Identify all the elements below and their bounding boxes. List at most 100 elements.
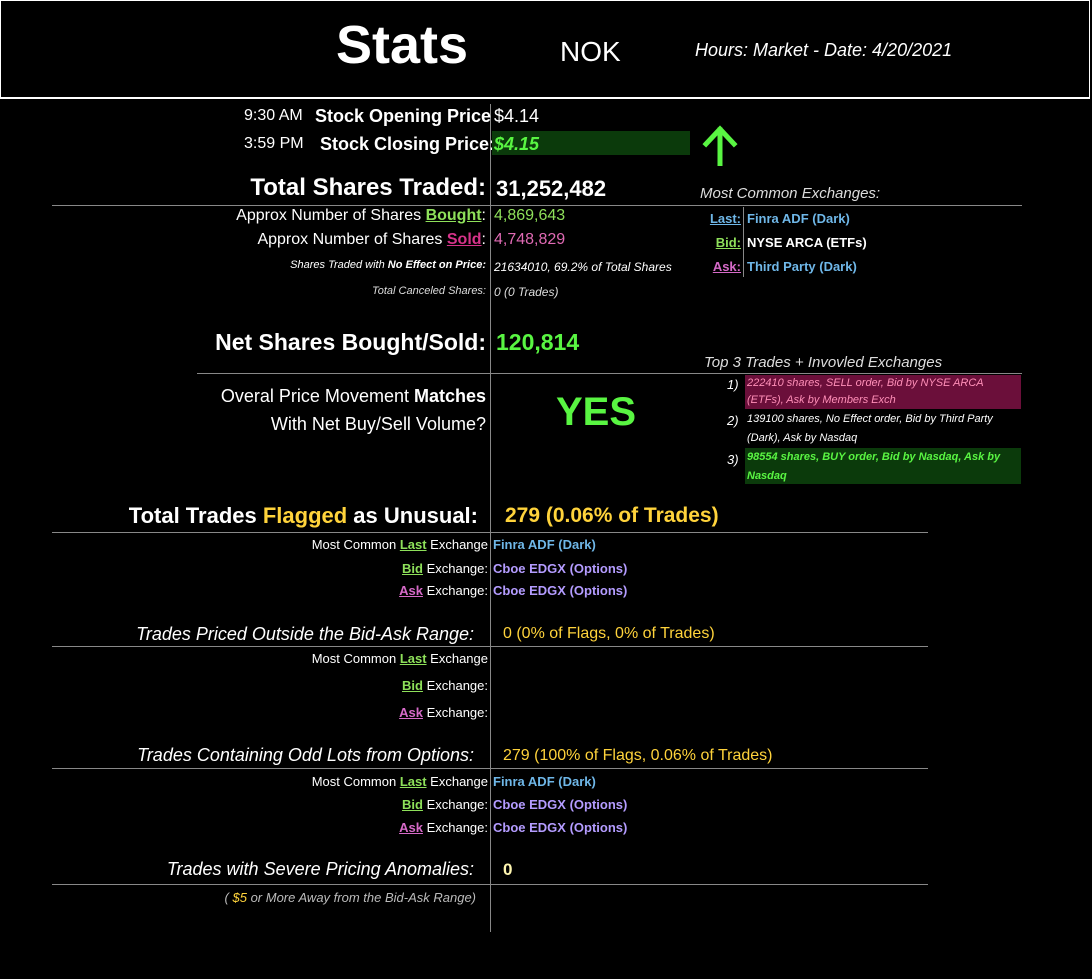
divider	[692, 205, 1022, 206]
ask-word: Ask	[399, 705, 423, 720]
severe-value: 0	[503, 860, 513, 879]
outside-bid-label: Bid Exchange:	[150, 678, 488, 693]
total-shares-value: 31,252,482	[496, 176, 607, 201]
ask-word: Ask	[399, 583, 423, 598]
movement-answer: YES	[556, 390, 637, 434]
movement-line-1a: Overal Price Movement	[220, 386, 414, 406]
last-word: Last	[399, 537, 427, 552]
flagged-ask-value: Cboe EDGX (Options)	[493, 583, 628, 598]
sold-prefix: Approx Number of Shares	[257, 231, 447, 248]
sold-value: 4,748,829	[494, 231, 566, 248]
last-suffix: Exchange	[426, 651, 488, 666]
odd-last-label: Most Common Last Exchange	[150, 774, 488, 789]
ask-suffix: Exchange:	[422, 820, 488, 835]
bought-prefix: Approx Number of Shares	[236, 207, 426, 224]
total-shares-label: Total Shares Traded:	[250, 174, 486, 201]
odd-bid-label: Bid Exchange:	[150, 797, 488, 812]
trade-2-text: 139100 shares, No Effect order, Bid by T…	[747, 413, 993, 444]
open-time: 9:30 AM	[244, 107, 303, 124]
sold-row-label: Approx Number of Shares Sold:	[257, 231, 486, 248]
noeffect-label-b: No Effect on Price:	[387, 259, 486, 271]
flagged-label-c: as Unusual:	[347, 503, 478, 528]
trade-1-text: 222410 shares, SELL order, Bid by NYSE A…	[745, 375, 1021, 409]
hours-date: Hours: Market - Date: 4/20/2021	[695, 40, 953, 60]
close-time: 3:59 PM	[244, 135, 304, 152]
close-label: Stock Closing Price:	[320, 134, 496, 154]
divider	[52, 646, 928, 647]
trade-1-num: 1)	[727, 377, 739, 392]
trade-2-num: 2)	[727, 413, 739, 428]
trade-3-text: 98554 shares, BUY order, Bid by Nasdaq, …	[745, 448, 1021, 484]
bought-value: 4,869,643	[494, 207, 566, 224]
ticker-symbol: NOK	[560, 36, 621, 67]
note-rest: or More Away from the Bid-Ask Range)	[246, 890, 476, 905]
outside-last-label: Most Common Last Exchange	[150, 651, 488, 666]
movement-line-1b: Matches	[413, 386, 486, 406]
open-value: $4.14	[494, 106, 540, 126]
last-suffix: Exchange	[426, 774, 488, 789]
bid-suffix: Exchange:	[422, 797, 488, 812]
canceled-value: 0 (0 Trades)	[494, 285, 559, 299]
odd-bid-value: Cboe EDGX (Options)	[493, 797, 628, 812]
bought-word: Bought	[425, 207, 482, 224]
odd-lots-value: 279 (100% of Flags, 0.06% of Trades)	[503, 747, 773, 764]
odd-lots-label: Trades Containing Odd Lots from Options:	[137, 745, 474, 765]
common-bid-label: Bid:	[715, 235, 741, 250]
sold-word: Sold	[446, 231, 482, 248]
odd-ask-label: Ask Exchange:	[150, 820, 488, 835]
bid-suffix: Exchange:	[422, 561, 488, 576]
flagged-last-label: Most Common Last Exchange	[150, 537, 488, 552]
trade-3-num: 3)	[727, 452, 739, 467]
outside-ask-label: Ask Exchange:	[150, 705, 488, 720]
exchanges-divider	[743, 207, 744, 277]
header-bar	[0, 0, 1090, 99]
note-amount: $5	[232, 890, 247, 905]
flagged-bid-label: Bid Exchange:	[150, 561, 488, 576]
last-prefix: Most Common	[311, 651, 400, 666]
bid-word: Bid	[402, 561, 423, 576]
up-arrow-icon	[702, 125, 738, 166]
bid-word: Bid	[402, 678, 423, 693]
flagged-value: 279 (0.06% of Trades)	[505, 504, 719, 527]
odd-ask-value: Cboe EDGX (Options)	[493, 820, 628, 835]
page-title: Stats	[336, 15, 469, 75]
flagged-ask-label: Ask Exchange:	[150, 583, 488, 598]
ask-suffix: Exchange:	[422, 583, 488, 598]
last-word: Last	[399, 651, 427, 666]
close-value-bg	[492, 131, 690, 155]
divider	[52, 205, 692, 206]
net-shares-value: 120,814	[496, 329, 580, 355]
severe-label: Trades with Severe Pricing Anomalies:	[166, 859, 474, 879]
canceled-label: Total Canceled Shares:	[372, 285, 486, 297]
divider	[52, 884, 928, 885]
common-exchanges-title: Most Common Exchanges:	[700, 185, 881, 202]
last-word: Last	[399, 774, 427, 789]
common-ask-value: Third Party (Dark)	[747, 259, 857, 274]
ask-word: Ask	[399, 820, 423, 835]
column-divider	[490, 104, 491, 932]
net-shares-label: Net Shares Bought/Sold:	[215, 329, 486, 355]
outside-range-value: 0 (0% of Flags, 0% of Trades)	[503, 625, 715, 642]
severe-note: ( $5 or More Away from the Bid-Ask Range…	[150, 890, 476, 905]
flagged-last-value: Finra ADF (Dark)	[493, 537, 596, 552]
last-prefix: Most Common	[311, 774, 400, 789]
bid-suffix: Exchange:	[422, 678, 488, 693]
flagged-label-b: Flagged	[262, 503, 348, 528]
last-prefix: Most Common	[311, 537, 400, 552]
noeffect-label: Shares Traded with No Effect on Price:	[150, 259, 486, 271]
ask-suffix: Exchange:	[422, 705, 488, 720]
open-label: Stock Opening Price	[315, 106, 492, 126]
common-ask-label: Ask:	[712, 259, 741, 274]
note-open: (	[224, 890, 233, 905]
bid-word: Bid	[402, 797, 423, 812]
noeffect-value: 21634010, 69.2% of Total Shares	[494, 260, 672, 274]
noeffect-label-a: Shares Traded with	[290, 259, 388, 271]
divider	[52, 768, 928, 769]
movement-line-2: With Net Buy/Sell Volume?	[270, 414, 486, 434]
flagged-label: Total Trades Flagged as Unusual:	[60, 503, 478, 529]
divider	[52, 532, 928, 533]
odd-last-value: Finra ADF (Dark)	[493, 774, 596, 789]
close-value: $4.15	[494, 134, 540, 154]
common-last-value: Finra ADF (Dark)	[747, 211, 850, 226]
outside-range-label: Trades Priced Outside the Bid-Ask Range:	[136, 624, 474, 644]
